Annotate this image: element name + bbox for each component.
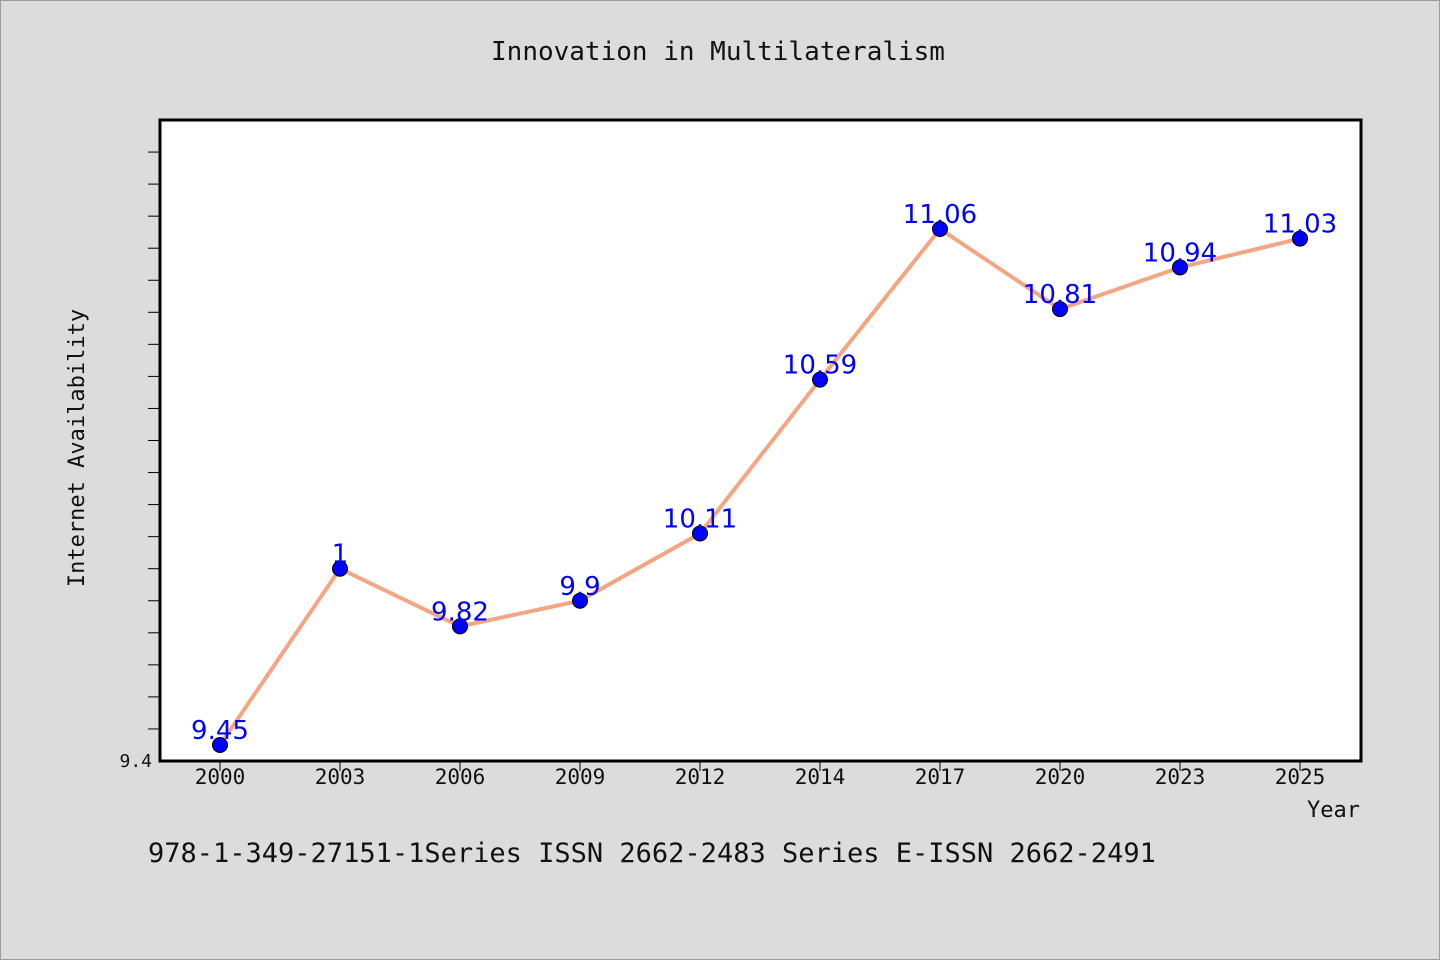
data-point-marker [1052, 301, 1068, 318]
footer-isbn-text: 978-1-349-27151-1Series ISSN 2662-2483 S… [148, 838, 1156, 869]
data-point-marker [1292, 230, 1308, 247]
y-tick-label: 9.4 [119, 751, 152, 772]
x-axis-label: Year [1307, 798, 1360, 823]
data-label: 11.03 [1263, 210, 1337, 240]
data-point-marker [212, 736, 228, 753]
x-tick-label: 2003 [315, 765, 366, 789]
x-tick-label: 2000 [195, 765, 246, 789]
x-tick-label: 2012 [675, 765, 726, 789]
y-axis-label: Internet Availability [65, 309, 90, 587]
x-tick-label: 2006 [435, 765, 486, 789]
x-tick-label: 2023 [1155, 765, 1206, 789]
x-tick-label: 2020 [1035, 765, 1086, 789]
data-label: 10.81 [1023, 280, 1097, 310]
data-point-marker [932, 220, 948, 237]
y-axis-tick-labels: 9.4 [119, 751, 152, 772]
plot-area [158, 118, 1363, 763]
x-axis-ticks [219, 761, 1301, 771]
data-point-marker [1172, 259, 1188, 276]
data-point-marker [692, 525, 708, 542]
data-point-marker [332, 560, 348, 577]
y-axis-ticks [148, 151, 160, 730]
x-axis-tick-labels: 2000 2003 2006 2009 2012 2014 2017 2020 2023 2025 [195, 765, 1326, 789]
data-point-marker [452, 618, 468, 635]
data-labels: 9.45 1 9.82 9.9 10.11 10.59 11.06 10.81 10.94 11.… [191, 200, 1337, 746]
data-label: 1 [332, 540, 349, 570]
data-label: 10.11 [663, 504, 737, 534]
x-tick-label: 2025 [1275, 765, 1326, 789]
data-label: 9.82 [431, 597, 489, 627]
data-point-marker [812, 371, 828, 388]
series-markers [212, 220, 1308, 753]
x-tick-label: 2014 [795, 765, 846, 789]
data-label: 10.59 [783, 351, 857, 381]
data-label: 9.9 [559, 572, 600, 602]
chart-title: Innovation in Multilateralism [491, 37, 945, 67]
data-label: 9.45 [191, 716, 249, 746]
x-tick-label: 2009 [555, 765, 606, 789]
data-label: 10.94 [1143, 238, 1217, 268]
data-point-marker [572, 592, 588, 609]
series-line [218, 226, 1301, 747]
x-tick-label: 2017 [915, 765, 966, 789]
data-label: 11.06 [903, 200, 977, 230]
